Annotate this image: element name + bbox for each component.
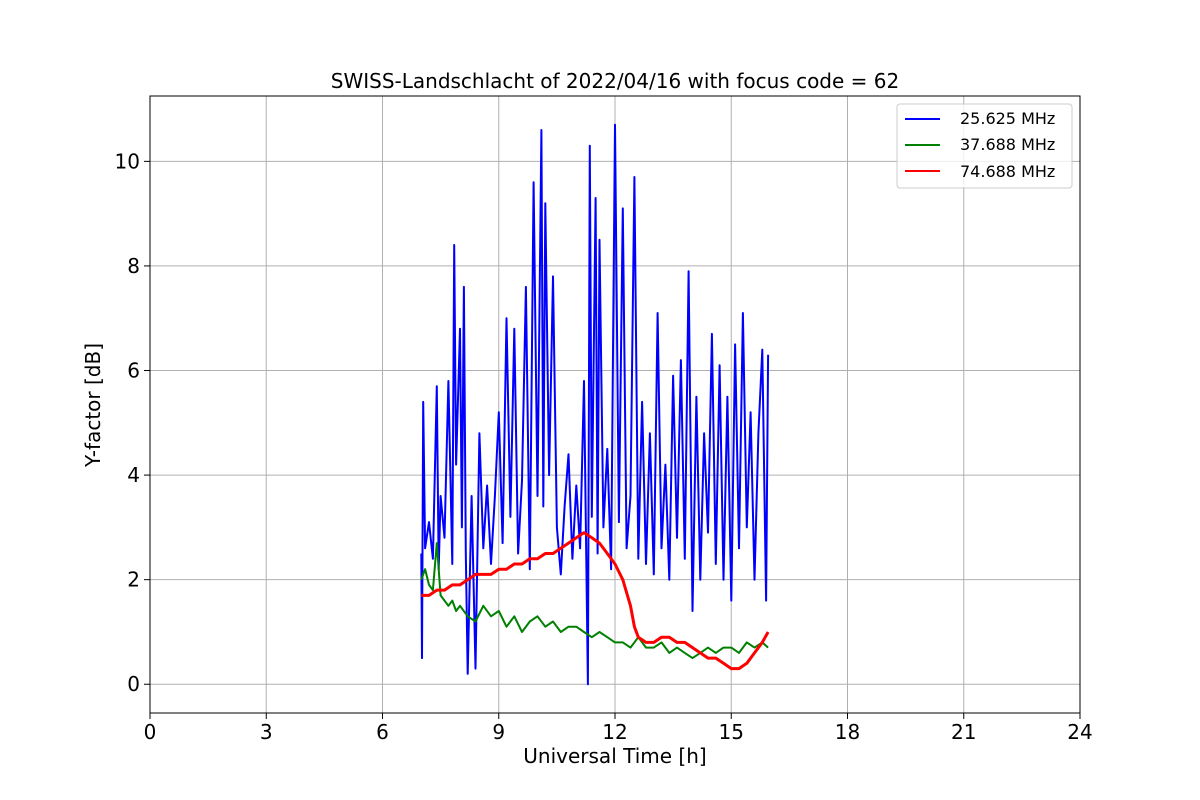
legend-label-25mhz: 25.625 MHz: [960, 109, 1055, 128]
series-line-74mhz: [421, 531, 770, 671]
x-tick-label: 3: [260, 720, 273, 744]
series-line-37mhz: [420, 542, 769, 660]
x-tick-label: 9: [492, 720, 505, 744]
chart-title: SWISS-Landschlacht of 2022/04/16 with fo…: [331, 69, 899, 93]
y-tick-label: 6: [127, 359, 140, 383]
x-tick-label: 15: [719, 720, 744, 744]
y-axis-label: Y-factor [dB]: [81, 343, 105, 468]
legend-label-37mhz: 37.688 MHz: [960, 135, 1055, 154]
legend-label-74mhz: 74.688 MHz: [960, 162, 1055, 181]
y-tick-label: 10: [115, 149, 140, 173]
x-tick-label: 18: [835, 720, 860, 744]
x-tick-label: 6: [376, 720, 389, 744]
x-tick-label: 12: [602, 720, 627, 744]
y-tick-label: 4: [127, 463, 140, 487]
y-tick-label: 0: [127, 672, 140, 696]
x-tick-label: 21: [951, 720, 976, 744]
series-layer: [420, 123, 770, 686]
x-tick-label: 24: [1067, 720, 1092, 744]
y-tick-label: 2: [127, 568, 140, 592]
y-tick-label: 8: [127, 254, 140, 278]
legend: 25.625 MHz 37.688 MHz 74.688 MHz: [896, 103, 1073, 189]
x-tick-label: 0: [144, 720, 157, 744]
legend-box: [896, 103, 1073, 189]
x-axis-label: Universal Time [h]: [523, 744, 706, 768]
